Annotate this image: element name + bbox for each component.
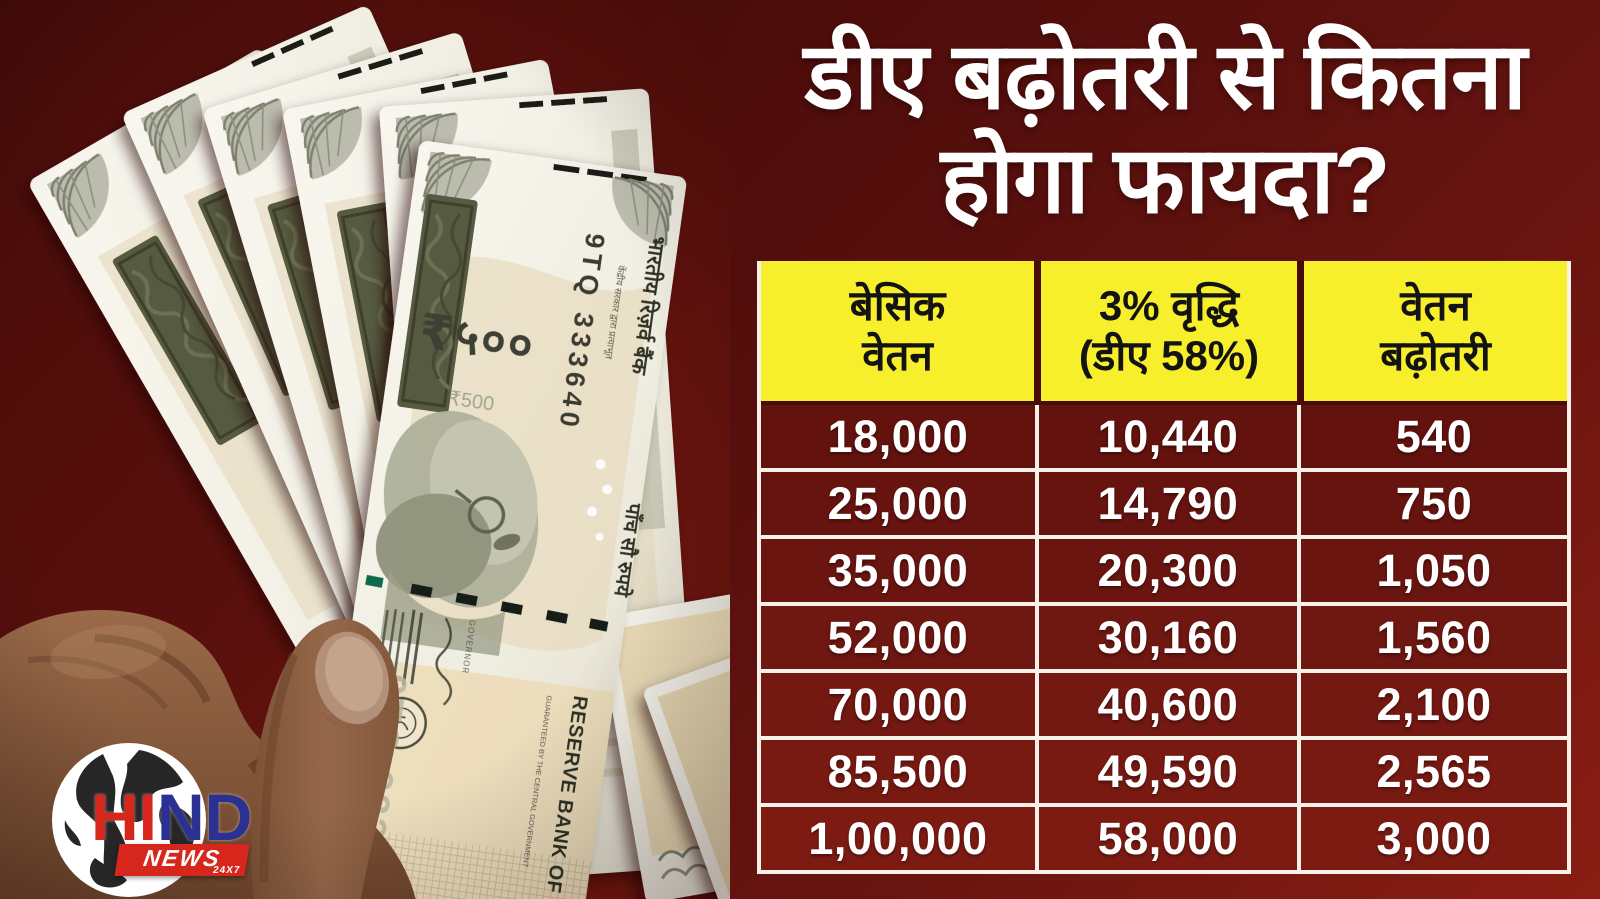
logo-news-banner: NEWS 24X7 [114, 844, 250, 876]
cell-increase: 540 [1301, 405, 1567, 468]
cell-basic-pay: 35,000 [761, 539, 1035, 602]
cell-increase: 1,050 [1301, 539, 1567, 602]
cell-increase: 1,560 [1301, 606, 1567, 669]
header-increment: 3% वृद्धि (डीए 58%) [1041, 261, 1297, 401]
logo-tagline: 24X7 [212, 865, 242, 876]
header-basic-pay-line2: वेतन [862, 332, 933, 379]
channel-logo: HIND NEWS 24X7 [25, 726, 285, 899]
salary-table: बेसिक वेतन 3% वृद्धि (डीए 58%) वेतन बढ़ो… [757, 261, 1571, 874]
cell-increment: 14,790 [1039, 472, 1297, 535]
cell-increment: 30,160 [1039, 606, 1297, 669]
cell-basic-pay: 52,000 [761, 606, 1035, 669]
header-salary-increase-line2: बढ़ोतरी [1380, 332, 1491, 379]
headline: डीए बढ़ोतरी से कितना होगा फायदा? [732, 24, 1598, 232]
cell-basic-pay: 1,00,000 [761, 807, 1035, 870]
cell-increment: 58,000 [1039, 807, 1297, 870]
header-salary-increase: वेतन बढ़ोतरी [1304, 261, 1567, 401]
header-salary-increase-line1: वेतन [1400, 281, 1471, 329]
logo-hi: HI [91, 780, 157, 854]
cell-increase: 750 [1301, 472, 1567, 535]
logo-wordmark: HIND [91, 784, 252, 850]
logo-nd: ND [157, 780, 253, 854]
header-increment-line2: (डीए 58%) [1078, 332, 1260, 379]
cell-increment: 20,300 [1039, 539, 1297, 602]
cell-increase: 3,000 [1301, 807, 1567, 870]
cell-basic-pay: 18,000 [761, 405, 1035, 468]
cell-increment: 40,600 [1039, 673, 1297, 736]
headline-line1: डीए बढ़ोतरी से कितना [804, 24, 1527, 128]
cell-basic-pay: 25,000 [761, 472, 1035, 535]
cell-basic-pay: 70,000 [761, 673, 1035, 736]
header-basic-pay: बेसिक वेतन [761, 261, 1034, 401]
table-body: 18,000 10,440 540 25,000 14,790 750 35,0… [761, 405, 1567, 870]
cell-increase: 2,565 [1301, 740, 1567, 803]
headline-line2: होगा फायदा? [940, 128, 1391, 233]
cell-increase: 2,100 [1301, 673, 1567, 736]
header-basic-pay-line1: बेसिक [849, 281, 946, 329]
cell-increment: 49,590 [1039, 740, 1297, 803]
cell-increment: 10,440 [1039, 405, 1297, 468]
header-increment-line1: 3% वृद्धि [1098, 281, 1240, 329]
table-header-row: बेसिक वेतन 3% वृद्धि (डीए 58%) वेतन बढ़ो… [761, 261, 1567, 401]
cell-basic-pay: 85,500 [761, 740, 1035, 803]
